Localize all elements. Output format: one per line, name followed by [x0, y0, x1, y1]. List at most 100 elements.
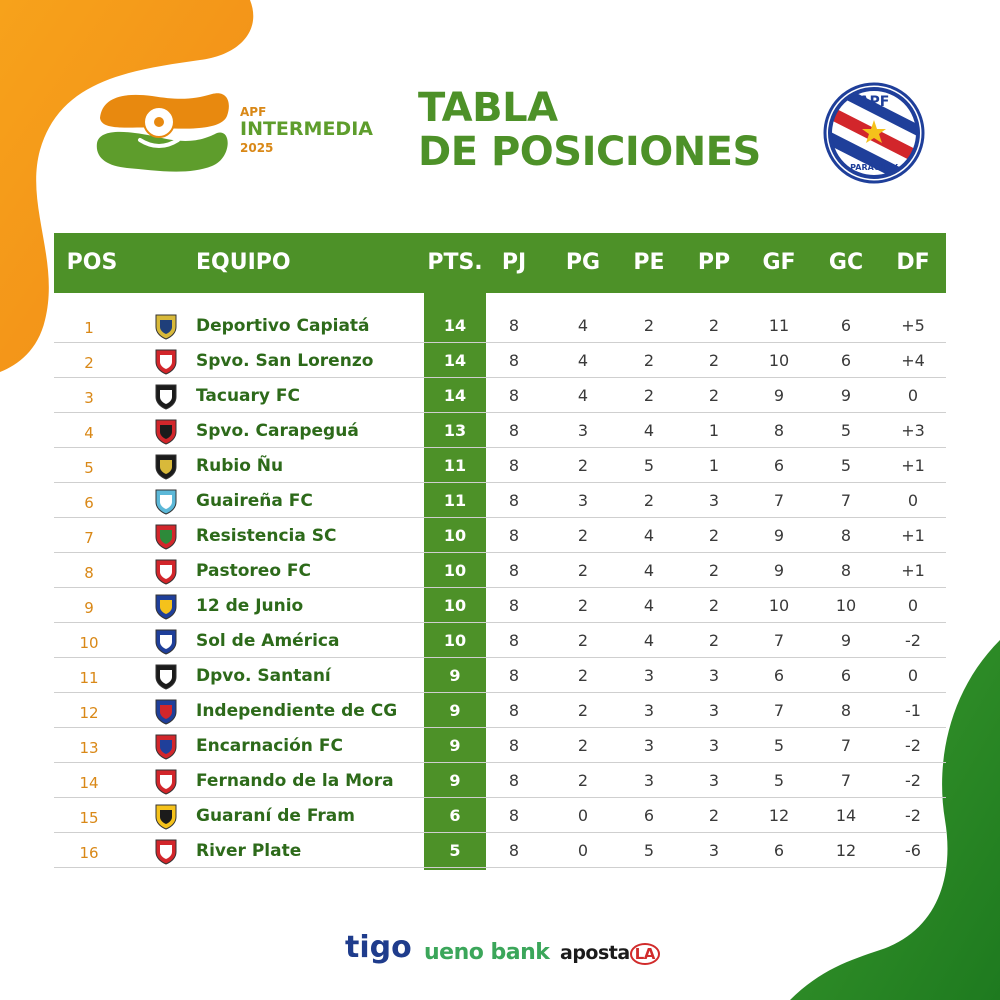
- row-team-name: Dpvo. Santaní: [196, 666, 331, 686]
- row-pp: 2: [708, 596, 720, 615]
- row-gf: 7: [773, 701, 785, 720]
- table-row: 15 Guaraní de Fram 6 8 0 6 2 12 14 -2: [54, 798, 946, 833]
- row-pg: 4: [577, 386, 589, 405]
- row-position: 13: [79, 739, 99, 757]
- row-position: 9: [84, 599, 94, 617]
- row-pj: 8: [508, 806, 520, 825]
- row-divider: [54, 832, 946, 833]
- row-pg: 2: [577, 526, 589, 545]
- row-df: 0: [907, 491, 919, 510]
- table-row: 10 Sol de América 10 8 2 4 2 7 9 -2: [54, 623, 946, 658]
- row-pj: 8: [508, 561, 520, 580]
- table-row: 8 Pastoreo FC 10 8 2 4 2 9 8 +1: [54, 553, 946, 588]
- row-pp: 2: [708, 806, 720, 825]
- brand-year-text: 2025: [240, 141, 274, 155]
- row-points: 6: [449, 806, 461, 825]
- row-gc: 5: [840, 421, 852, 440]
- row-team-name: Sol de América: [196, 631, 340, 651]
- capiata-crest-icon: [155, 314, 177, 340]
- row-points: 9: [449, 736, 461, 755]
- row-divider: [54, 342, 946, 343]
- aposta-text: aposta: [560, 942, 630, 964]
- row-df: +4: [901, 351, 925, 370]
- row-team-name: Spvo. Carapeguá: [196, 421, 359, 441]
- points-column-highlight: [424, 293, 486, 870]
- row-gf: 10: [768, 351, 790, 370]
- row-gc: 9: [840, 631, 852, 650]
- row-pj: 8: [508, 316, 520, 335]
- row-pj: 8: [508, 421, 520, 440]
- row-points: 9: [449, 666, 461, 685]
- aposta-la-badge: LA: [629, 943, 660, 965]
- row-points: 11: [443, 456, 467, 475]
- row-gf: 12: [768, 806, 790, 825]
- row-divider: [54, 657, 946, 658]
- row-position: 3: [84, 389, 94, 407]
- row-pg: 3: [577, 421, 589, 440]
- row-pg: 3: [577, 491, 589, 510]
- row-df: -2: [905, 771, 921, 790]
- row-pe: 4: [643, 596, 655, 615]
- row-pg: 2: [577, 456, 589, 475]
- row-gc: 10: [835, 596, 857, 615]
- row-pe: 3: [643, 701, 655, 720]
- row-pp: 3: [708, 701, 720, 720]
- green-blob-decoration: [790, 640, 1000, 1000]
- row-gc: 8: [840, 561, 852, 580]
- row-pj: 8: [508, 456, 520, 475]
- badge-paraguay-text: PARAGUAY: [850, 163, 898, 172]
- carapegua-crest-icon: [155, 419, 177, 445]
- brand-intermedia-text: INTERMEDIA: [240, 118, 373, 140]
- row-df: 0: [907, 596, 919, 615]
- row-pe: 6: [643, 806, 655, 825]
- row-points: 13: [443, 421, 467, 440]
- row-pj: 8: [508, 736, 520, 755]
- row-pe: 2: [643, 491, 655, 510]
- row-gc: 8: [840, 526, 852, 545]
- row-df: 0: [907, 666, 919, 685]
- row-pg: 2: [577, 701, 589, 720]
- row-pg: 0: [577, 806, 589, 825]
- row-pp: 3: [708, 771, 720, 790]
- row-team-name: Independiente de CG: [196, 701, 398, 721]
- row-gc: 12: [835, 841, 857, 860]
- row-points: 10: [443, 561, 467, 580]
- col-df-header: DF: [896, 250, 930, 275]
- row-position: 8: [84, 564, 94, 582]
- row-pj: 8: [508, 491, 520, 510]
- row-gc: 5: [840, 456, 852, 475]
- title-line-1: TABLA: [418, 85, 558, 131]
- row-points: 5: [449, 841, 461, 860]
- ueno-bank-logo: ueno bank: [424, 940, 550, 965]
- row-points: 9: [449, 771, 461, 790]
- row-pj: 8: [508, 666, 520, 685]
- row-team-name: Rubio Ñu: [196, 456, 284, 476]
- row-gf: 10: [768, 596, 790, 615]
- row-team-name: Deportivo Capiatá: [196, 316, 370, 336]
- row-pg: 0: [577, 841, 589, 860]
- row-pp: 3: [708, 491, 720, 510]
- row-gf: 6: [773, 841, 785, 860]
- row-gc: 6: [840, 316, 852, 335]
- row-df: +5: [901, 316, 925, 335]
- col-pg-header: PG: [565, 250, 601, 275]
- row-pe: 2: [643, 316, 655, 335]
- row-gc: 6: [840, 666, 852, 685]
- row-pe: 4: [643, 631, 655, 650]
- row-position: 7: [84, 529, 94, 547]
- row-team-name: Guaireña FC: [196, 491, 313, 511]
- row-position: 2: [84, 354, 94, 372]
- row-pj: 8: [508, 596, 520, 615]
- row-pe: 5: [643, 456, 655, 475]
- row-pj: 8: [508, 631, 520, 650]
- guarani-de-fram-crest-icon: [155, 804, 177, 830]
- 12-de-junio-crest-icon: [155, 594, 177, 620]
- row-gc: 7: [840, 491, 852, 510]
- row-team-name: Tacuary FC: [196, 386, 301, 406]
- row-divider: [54, 412, 946, 413]
- pastoreo-crest-icon: [155, 559, 177, 585]
- row-divider: [54, 377, 946, 378]
- col-gc-header: GC: [828, 250, 864, 275]
- badge-apf-text: APF: [859, 94, 890, 110]
- row-position: 14: [79, 774, 99, 792]
